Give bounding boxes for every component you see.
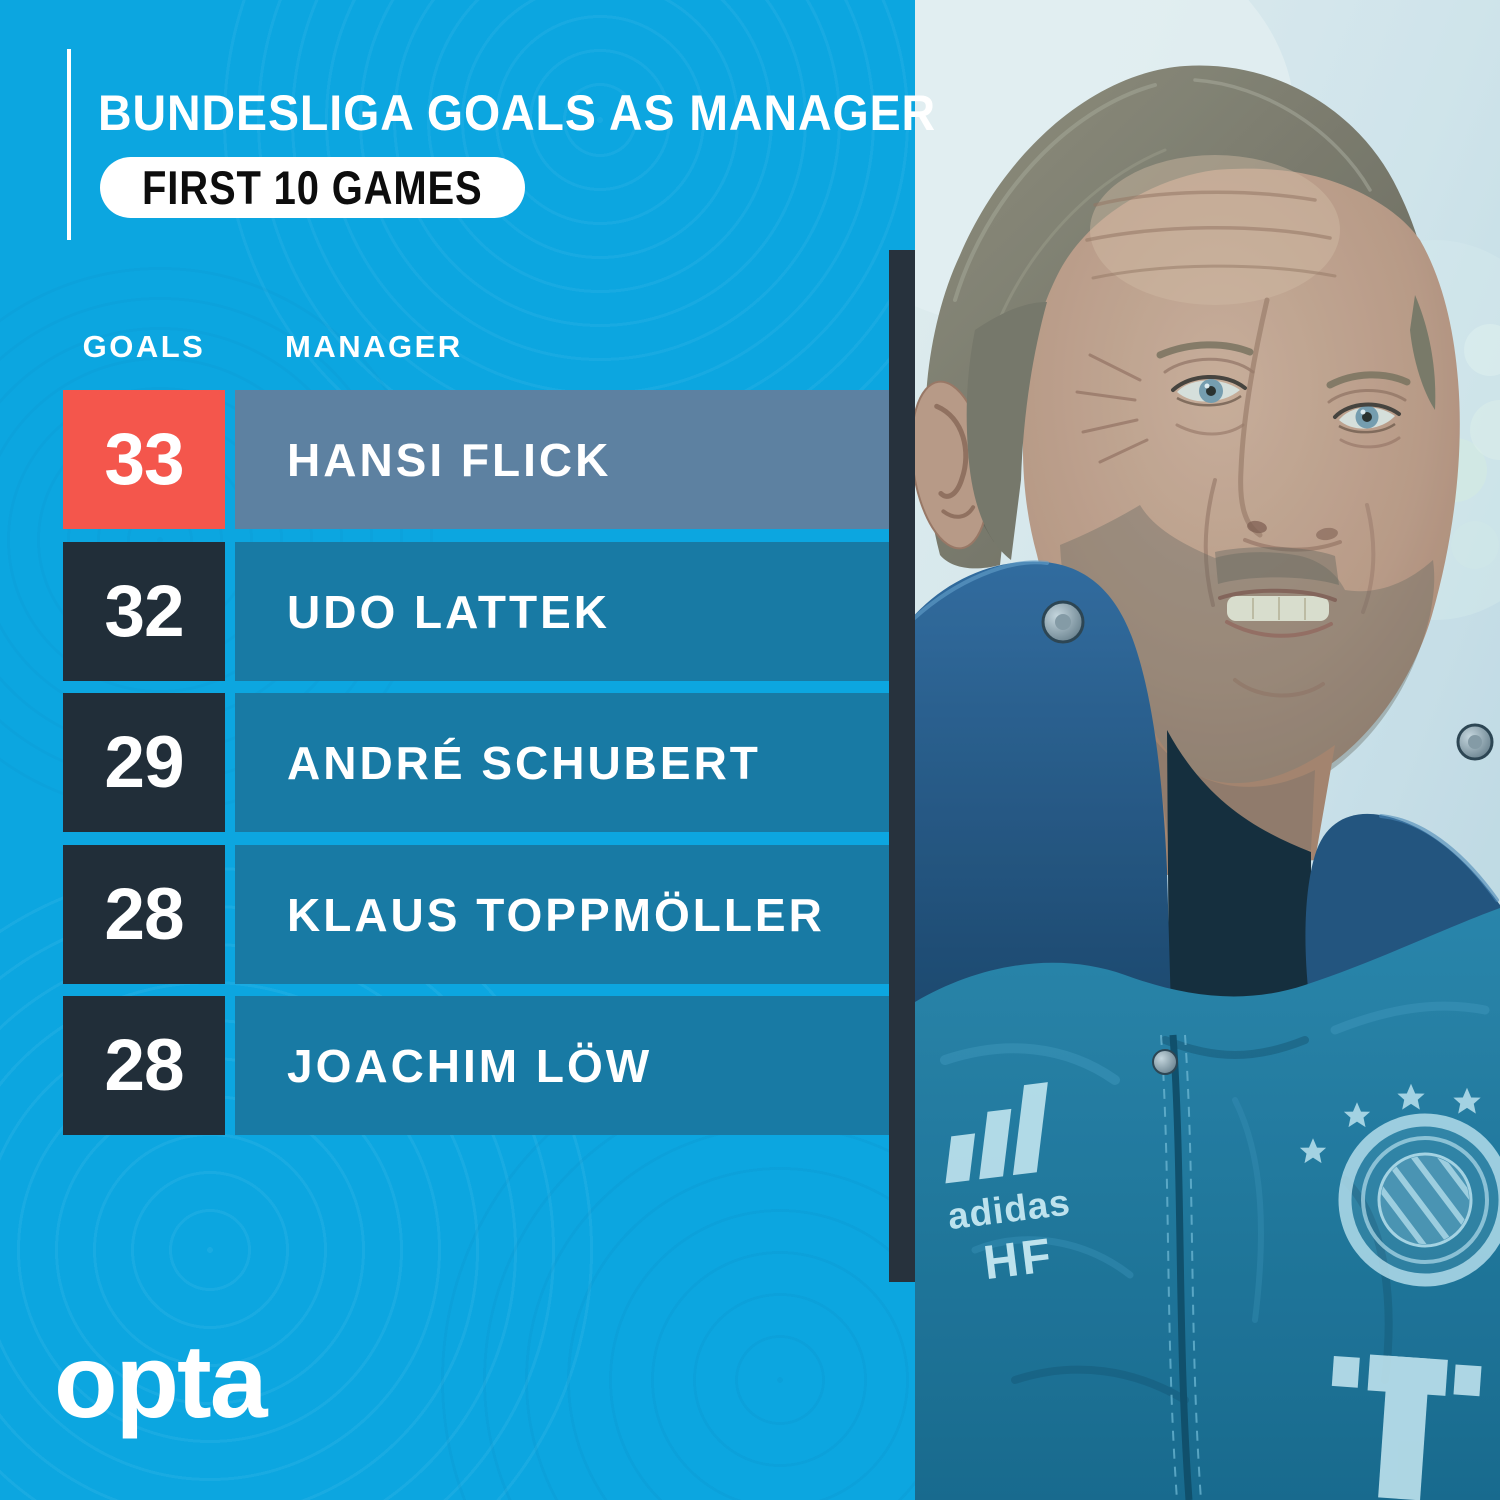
telekom-logo [1331,1354,1482,1500]
manager-name: UDO LATTEK [287,585,611,638]
manager-cell: UDO LATTEK [235,542,889,681]
nose [1238,297,1342,552]
sideburn-right [1410,295,1436,410]
eyebrow-left [1156,341,1254,359]
bayern-crest [1338,1113,1500,1287]
subtitle-text: FIRST 10 GAMES [142,161,483,214]
sideburn-left [966,302,1047,560]
page-title: BUNDESLIGA GOALS AS MANAGER [98,85,937,141]
snap-buttons [1041,600,1494,1075]
mouth [1218,588,1337,698]
goals-value: 28 [104,874,184,955]
jacket-initials: HF [981,1229,1057,1290]
photo-tint [915,0,1500,1500]
manager-name: KLAUS TOPPMÖLLER [287,888,825,941]
manager-name: ANDRÉ SCHUBERT [287,736,761,789]
photo-shadow-strip [889,250,916,1282]
goals-cell: 29 [63,693,225,832]
table-row: 29 ANDRÉ SCHUBERT [0,693,889,832]
manager-name: JOACHIM LÖW [287,1039,653,1092]
stubble [1060,505,1435,799]
eye-left [1163,357,1255,436]
goals-value: 32 [104,571,184,652]
goals-cell: 32 [63,542,225,681]
goals-cell: 33 [63,390,225,529]
table-row: 28 JOACHIM LÖW [0,996,889,1135]
zipper [1160,1034,1202,1500]
manager-cell: HANSI FLICK [235,390,889,529]
table-row: 32 UDO LATTEK [0,542,889,681]
goals-cell: 28 [63,845,225,984]
manager-cell: JOACHIM LÖW [235,996,889,1135]
goals-value: 28 [104,1025,184,1106]
opta-logo: opta [54,1324,268,1440]
goals-cell: 28 [63,996,225,1135]
column-header-goals: GOALS [82,329,206,364]
table-row: 33 HANSI FLICK [0,390,889,529]
jacket: adidas HF [915,560,1500,1500]
manager-cell: ANDRÉ SCHUBERT [235,693,889,832]
subtitle-pill: FIRST 10 GAMES [100,157,525,218]
goals-value: 33 [104,419,184,500]
photo-hansi-flick: adidas HF [915,0,1500,1500]
eyebrow-right [1326,371,1411,389]
manager-name: HANSI FLICK [287,433,612,486]
eye-right [1327,389,1407,449]
manager-cell: KLAUS TOPPMÖLLER [235,845,889,984]
title-accent-line [67,49,71,240]
jacket-collar-left [915,561,1171,1010]
column-header-manager: MANAGER [285,329,463,364]
adidas-logo: adidas HF [945,1082,1073,1290]
table-row: 28 KLAUS TOPPMÖLLER [0,845,889,984]
goals-value: 29 [104,722,184,803]
